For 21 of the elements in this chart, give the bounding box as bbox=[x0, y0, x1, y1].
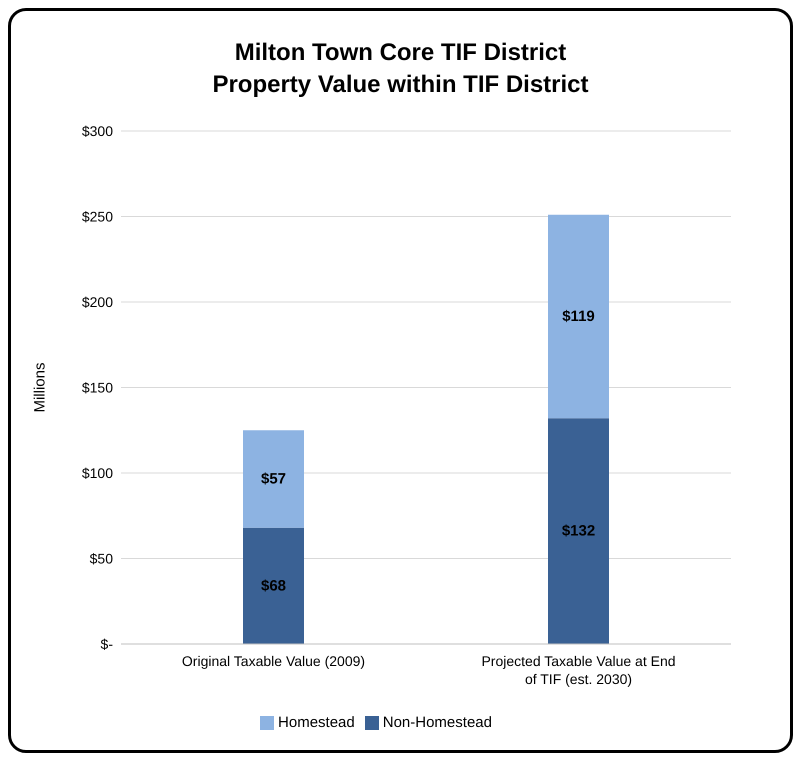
y-tick-label: $200 bbox=[82, 294, 114, 310]
y-tick-label: $50 bbox=[90, 550, 114, 566]
data-label: $132 bbox=[562, 522, 596, 540]
y-tick-label: $250 bbox=[82, 208, 114, 224]
y-axis-title: Millions bbox=[31, 362, 48, 413]
chart-title: Milton Town Core TIF District Property Value within TIF District bbox=[211, 38, 590, 100]
x-tick-label: Projected Taxable Value at End of TIF (est. 2030) bbox=[481, 653, 676, 687]
legend-label: Homestead bbox=[278, 714, 355, 731]
x-tick-label: Original Taxable Value (2009) bbox=[182, 653, 366, 669]
bar bbox=[548, 214, 609, 418]
legend-label: Non-Homestead bbox=[382, 714, 492, 731]
y-tick-label: $150 bbox=[82, 379, 114, 396]
bar bbox=[243, 430, 304, 528]
data-label: $68 bbox=[260, 577, 286, 594]
y-tick-label: $- bbox=[100, 636, 114, 652]
data-label: $57 bbox=[260, 470, 286, 488]
bar bbox=[548, 418, 609, 644]
y-tick-label: $100 bbox=[82, 464, 114, 481]
bar bbox=[243, 528, 304, 644]
y-tick-label: $300 bbox=[82, 122, 114, 139]
data-label: $119 bbox=[562, 308, 595, 326]
